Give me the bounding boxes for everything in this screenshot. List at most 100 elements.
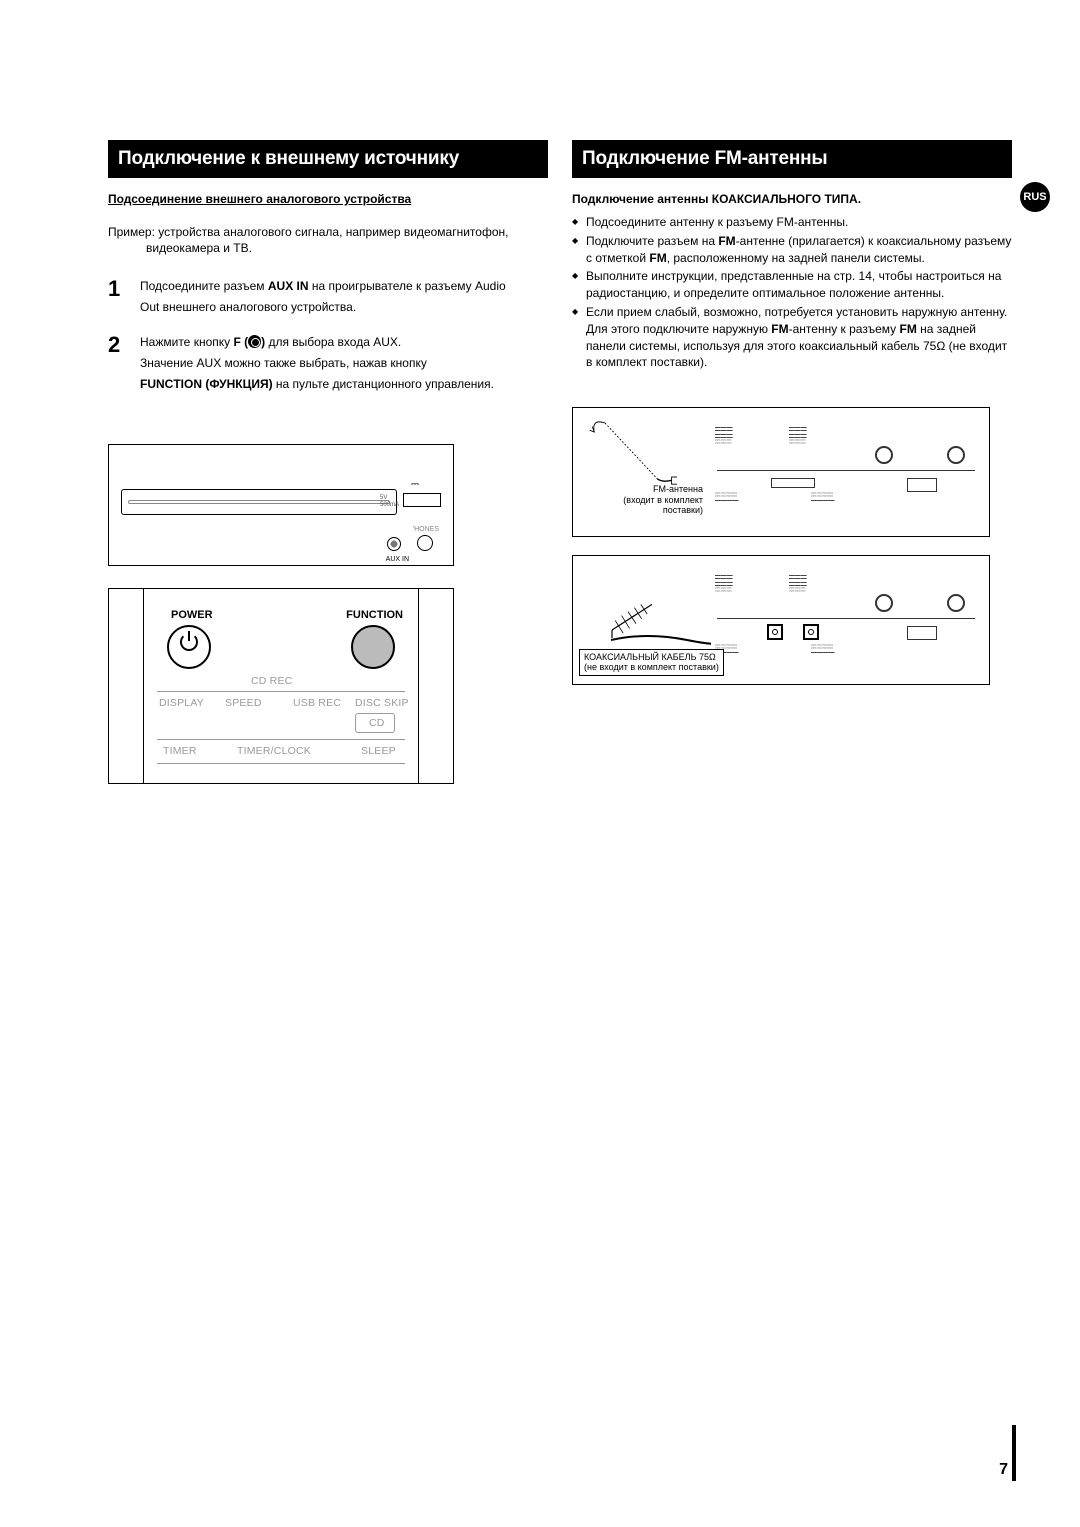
power-label: POWER <box>171 609 213 621</box>
step-line: Нажмите кнопку F () для выбора входа AUX… <box>140 334 494 351</box>
cd-label: CD <box>369 717 385 729</box>
bullet-text: Если прием слабый, возможно, потребуется… <box>586 304 1012 371</box>
bullet-item: ◆Подключите разъем на FM-антенне (прилаг… <box>572 233 1012 267</box>
fm-label-1-line2: (входит в комплект поставки) <box>623 495 703 516</box>
bullet-marker: ◆ <box>572 304 586 371</box>
bullet-text: Подсоедините антенну к разъему FM-антенн… <box>586 214 1012 231</box>
right-bullets: ◆Подсоедините антенну к разъему FM-антен… <box>572 214 1012 371</box>
disc-slot-inner <box>128 500 390 504</box>
timerclock-label: TIMER/CLOCK <box>237 745 311 757</box>
steps-list: 1 Подсоедините разъем AUX IN на проигрыва… <box>108 278 548 396</box>
aux-in-label: AUX IN <box>386 556 409 563</box>
bullet-marker: ◆ <box>572 268 586 302</box>
step-body: Нажмите кнопку F () для выбора входа AUX… <box>140 334 494 396</box>
terminal-grid-2a: ▬▬ ▬▬ ▬▬▬▬ ▬▬ ▬▬▬▬ ▬▬ ▬▬▬▬ ▬▬ ▬▬▭▭ ▭▭ ▭▭… <box>715 574 777 610</box>
right-column: Подключение FM-антенны Подключение антен… <box>572 140 1012 784</box>
coax-label-line2: (не входит в комплект поставки) <box>584 662 719 672</box>
bullet-item: ◆Если прием слабый, возможно, потребуетс… <box>572 304 1012 371</box>
terminal-grid-2d: ▭▭ ▭▭ ▭▭ ▭▭▭▭ ▭▭ ▭▭ ▭▭▬▬ ▬▬ ▬▬ ▬▬ <box>811 644 873 668</box>
discskip-label: DISC SKIP <box>355 697 409 709</box>
panel-vline-right <box>418 589 419 783</box>
rear-divider-1 <box>717 470 975 471</box>
language-badge: RUS <box>1020 182 1050 212</box>
left-section-header: Подключение к внешнему источнику <box>108 140 548 178</box>
usb-spec: 5V 500mA <box>380 495 399 508</box>
step-line: FUNCTION (ФУНКЦИЯ) на пульте дистанционн… <box>140 376 494 393</box>
bullet-text: Выполните инструкции, представленные на … <box>586 268 1012 302</box>
rear-divider-2 <box>717 618 975 619</box>
left-intro: Пример: устройства аналогового сигнала, … <box>108 224 548 256</box>
usb-port <box>403 493 441 507</box>
terminal-grid-2c: ▭▭ ▭▭ ▭▭ ▭▭▭▭ ▭▭ ▭▭ ▭▭▬▬ ▬▬ ▬▬ ▬▬ <box>715 644 777 668</box>
terminal-grid-1d: ▭▭ ▭▭ ▭▭ ▭▭▭▭ ▭▭ ▭▭ ▭▭▬▬ ▬▬ ▬▬ ▬▬ <box>811 492 873 518</box>
bullet-text: Подключите разъем на FM-антенне (прилага… <box>586 233 1012 267</box>
fm-coax-port-2b <box>803 624 819 640</box>
device-front-diagram: ⎓ 5V 500mA 'HONES AUX IN <box>108 444 454 566</box>
fm-antenna-diagram-2: ▬▬ ▬▬ ▬▬▬▬ ▬▬ ▬▬▬▬ ▬▬ ▬▬▬▬ ▬▬ ▬▬▭▭ ▭▭ ▭▭… <box>572 555 990 685</box>
terminal-grid-1a: ▬▬ ▬▬ ▬▬▬▬ ▬▬ ▬▬▬▬ ▬▬ ▬▬▬▬ ▬▬ ▬▬▭▭ ▭▭ ▭▭… <box>715 426 777 462</box>
intro-line1: Пример: устройства аналогового сигнала, … <box>108 225 508 239</box>
aux-in-jack <box>387 537 401 551</box>
display-label: DISPLAY <box>159 697 204 709</box>
cdrec-label: CD REC <box>251 675 292 687</box>
coax-label-box: КОАКСИАЛЬНЫЙ КАБЕЛЬ 75Ω (не входит в ком… <box>579 649 724 677</box>
step: 2 Нажмите кнопку F () для выбора входа AU… <box>108 334 548 396</box>
connector-ring-1a <box>875 446 893 464</box>
page-edge-bar <box>1012 1425 1016 1481</box>
step-number: 2 <box>108 334 126 396</box>
panel-divider-3 <box>157 763 405 764</box>
speed-label: SPEED <box>225 697 262 709</box>
terminal-grid-2b: ▬▬ ▬▬ ▬▬▬▬ ▬▬ ▬▬▬▬ ▬▬ ▬▬▬▬ ▬▬ ▬▬▭▭ ▭▭ ▭▭… <box>789 574 851 610</box>
step-body: Подсоедините разъем AUX IN на проигрыват… <box>140 278 506 320</box>
disc-slot <box>121 489 397 515</box>
fm-label-1-line1: FM-антенна <box>653 484 703 494</box>
timer-label: TIMER <box>163 745 197 757</box>
usb-spec-2: 500mA <box>380 502 399 508</box>
right-subheader: Подключение антенны КОАКСИАЛЬНОГО ТИПА. <box>572 192 1012 206</box>
phones-label: 'HONES <box>413 526 439 533</box>
fm-port-1 <box>771 478 815 488</box>
usb-icon: ⎓ <box>411 479 419 490</box>
usbrec-label: USB REC <box>293 697 341 709</box>
aux-port-2 <box>907 626 937 640</box>
panel-divider-2 <box>157 739 405 740</box>
bullet-item: ◆Выполните инструкции, представленные на… <box>572 268 1012 302</box>
rear-panel-1: ▬▬ ▬▬ ▬▬▬▬ ▬▬ ▬▬▬▬ ▬▬ ▬▬▬▬ ▬▬ ▬▬▭▭ ▭▭ ▭▭… <box>711 422 981 522</box>
bullet-marker: ◆ <box>572 233 586 267</box>
function-badge-icon <box>248 335 261 348</box>
left-column: Подключение к внешнему источнику Подсоед… <box>108 140 548 784</box>
usb-spec-1: 5V <box>380 495 387 501</box>
right-diagrams: ▬▬ ▬▬ ▬▬▬▬ ▬▬ ▬▬▬▬ ▬▬ ▬▬▬▬ ▬▬ ▬▬▭▭ ▭▭ ▭▭… <box>572 407 1012 685</box>
power-knob <box>167 625 211 669</box>
step-line: Out внешнего аналогового устройства. <box>140 299 506 316</box>
aux-port-1 <box>907 478 937 492</box>
bullet-marker: ◆ <box>572 214 586 231</box>
fm-antenna-diagram-1: ▬▬ ▬▬ ▬▬▬▬ ▬▬ ▬▬▬▬ ▬▬ ▬▬▬▬ ▬▬ ▬▬▭▭ ▭▭ ▭▭… <box>572 407 990 537</box>
fm-coax-port-2a <box>767 624 783 640</box>
connector-ring-1b <box>947 446 965 464</box>
step-line: Подсоедините разъем AUX IN на проигрыват… <box>140 278 506 295</box>
terminal-grid-1b: ▬▬ ▬▬ ▬▬▬▬ ▬▬ ▬▬▬▬ ▬▬ ▬▬▬▬ ▬▬ ▬▬▭▭ ▭▭ ▭▭… <box>789 426 851 462</box>
rear-panel-2: ▬▬ ▬▬ ▬▬▬▬ ▬▬ ▬▬▬▬ ▬▬ ▬▬▬▬ ▬▬ ▬▬▭▭ ▭▭ ▭▭… <box>711 570 981 670</box>
fm-antenna-label: FM-антенна (входит в комплект поставки) <box>583 484 703 516</box>
step: 1 Подсоедините разъем AUX IN на проигрыва… <box>108 278 548 320</box>
connector-ring-2a <box>875 594 893 612</box>
sleep-label: SLEEP <box>361 745 396 757</box>
step-number: 1 <box>108 278 126 320</box>
terminal-grid-1c: ▭▭ ▭▭ ▭▭ ▭▭▭▭ ▭▭ ▭▭ ▭▭▬▬ ▬▬ ▬▬ ▬▬ <box>715 492 777 518</box>
panel-vline-left <box>143 589 144 783</box>
intro-line2: видеокамера и ТВ. <box>108 240 252 256</box>
right-section-header: Подключение FM-антенны <box>572 140 1012 178</box>
page-number: 7 <box>999 1461 1008 1479</box>
panel-divider-1 <box>157 691 405 692</box>
control-panel-diagram: POWER FUNCTION CD REC DISPLAY SPEED USB … <box>108 588 454 784</box>
function-knob <box>351 625 395 669</box>
step-line: Значение AUX можно также выбрать, нажав … <box>140 355 494 372</box>
phones-jack <box>417 535 433 551</box>
connector-ring-2b <box>947 594 965 612</box>
bullet-item: ◆Подсоедините антенну к разъему FM-антен… <box>572 214 1012 231</box>
page-columns: Подключение к внешнему источнику Подсоед… <box>108 140 1012 784</box>
function-label: FUNCTION <box>346 609 403 621</box>
left-subheader: Подсоединение внешнего аналогового устро… <box>108 192 548 206</box>
coax-label-line1: КОАКСИАЛЬНЫЙ КАБЕЛЬ 75Ω <box>584 652 716 662</box>
